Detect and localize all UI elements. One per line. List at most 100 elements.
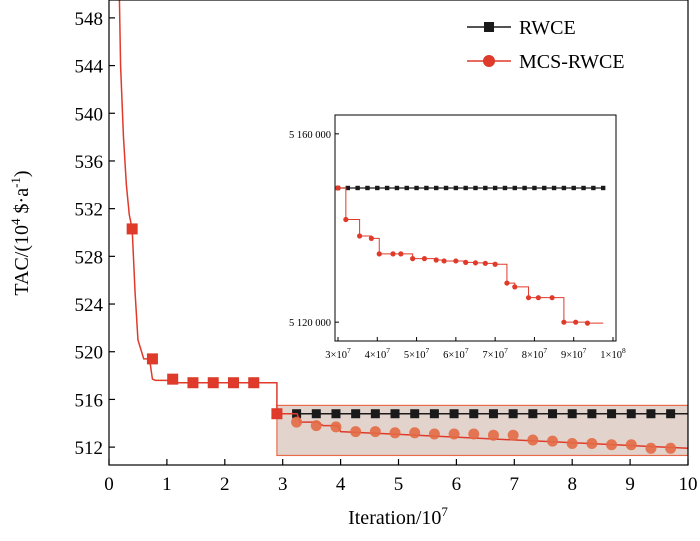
inset-point-rwce: [404, 185, 409, 191]
x-axis: 0 1 2 3 4 5 6 7 8 9 10: [104, 459, 698, 495]
inset-point-mcs-rwce: [335, 185, 341, 191]
x-tick-label: 4: [336, 474, 346, 495]
point-rwce: [528, 409, 538, 419]
inset-point-mcs-rwce: [390, 251, 396, 257]
inset-x-axis: 3×107 4×107 5×107 6×107 7×107 8×107 9×107 1×108: [325, 337, 626, 361]
point-rwce: [410, 409, 420, 419]
inset-point-rwce: [394, 185, 400, 191]
x-tick-label: 0: [104, 474, 114, 495]
inset-point-rwce: [443, 185, 449, 191]
inset-point-mcs-rwce: [512, 284, 518, 290]
legend-label-rwce: RWCE: [519, 17, 576, 39]
inset-point-rwce: [600, 185, 606, 191]
point-rwce: [351, 409, 361, 419]
x-tick-label: 8: [567, 474, 577, 495]
inset-point-mcs-rwce: [573, 319, 579, 325]
inset-point-mcs-rwce: [376, 251, 382, 257]
point-mcs-rwce: [665, 442, 677, 454]
inset-point-rwce: [532, 185, 537, 191]
inset-point-mcs-rwce: [525, 295, 532, 301]
inset-point-rwce: [473, 185, 478, 191]
inset-point-rwce: [345, 185, 351, 191]
x-tick-label: 3: [278, 474, 288, 495]
inset-point-rwce: [414, 185, 419, 191]
point-rwce: [646, 409, 656, 419]
main-plot: 0 1 2 3 4 5 6 7 8 9 10 512 516 520 524 528 532 536 540 544…: [75, 0, 698, 495]
inset-point-rwce: [453, 185, 459, 191]
point-mcs-rwce: [389, 427, 401, 439]
point-mcs-rwce: [126, 223, 138, 235]
x-tick-label: 10: [679, 474, 698, 495]
y-tick-label: 536: [75, 152, 104, 173]
inset-point-mcs-rwce: [463, 259, 469, 265]
y-tick-label: 516: [75, 390, 104, 411]
point-rwce: [370, 409, 380, 419]
x-tick-label: 5: [394, 474, 404, 495]
inset-point-mcs-rwce: [472, 260, 479, 266]
point-mcs-rwce: [350, 426, 362, 438]
inset-point-mcs-rwce: [441, 258, 447, 264]
point-rwce: [311, 409, 321, 419]
inset-point-rwce: [424, 185, 429, 191]
inset-point-rwce: [434, 185, 439, 191]
inset-point-rwce: [463, 185, 468, 191]
point-rwce: [331, 409, 341, 419]
point-rwce: [548, 409, 558, 419]
inset-point-mcs-rwce: [504, 280, 510, 286]
point-mcs-rwce: [146, 353, 158, 365]
x-tick-label: 1: [162, 474, 172, 495]
point-mcs-rwce: [227, 377, 239, 389]
inset-point-rwce: [502, 185, 508, 191]
inset-point-mcs-rwce: [492, 261, 498, 267]
inset-point-rwce: [551, 185, 557, 191]
inset-x-tick-label: 4×107: [365, 346, 391, 361]
inset-point-mcs-rwce: [453, 258, 459, 264]
point-mcs-rwce: [645, 442, 657, 454]
point-rwce: [429, 409, 439, 419]
inset-y-tick-label: 5 160 000: [289, 130, 331, 141]
y-tick-label: 520: [75, 343, 104, 364]
y-tick-label: 528: [75, 247, 104, 268]
point-mcs-rwce: [207, 377, 219, 389]
x-tick-label: 7: [510, 474, 520, 495]
point-mcs-rwce: [527, 434, 539, 446]
point-rwce: [607, 409, 617, 419]
point-mcs-rwce: [271, 408, 283, 420]
point-rwce: [626, 409, 636, 419]
y-tick-label: 548: [75, 9, 104, 30]
point-mcs-rwce: [428, 428, 440, 440]
legend: RWCE MCS-RWCE: [467, 17, 625, 73]
x-axis-title: Iteration/107: [348, 504, 448, 529]
legend-item-rwce: RWCE: [467, 17, 576, 39]
x-tick-label: 6: [452, 474, 462, 495]
point-mcs-rwce: [310, 420, 322, 432]
inset-point-mcs-rwce: [421, 256, 428, 262]
inset-x-tick-label: 8×107: [522, 346, 548, 361]
inset-point-rwce: [512, 185, 517, 191]
inset-point-rwce: [581, 185, 586, 191]
inset-x-tick-label: 7×107: [482, 346, 508, 361]
inset-point-rwce: [365, 185, 370, 191]
point-mcs-rwce: [507, 429, 519, 441]
y-tick-label: 532: [75, 200, 104, 221]
inset-point-rwce: [522, 185, 527, 191]
point-rwce: [488, 409, 498, 419]
point-mcs-rwce: [547, 435, 559, 447]
point-mcs-rwce: [566, 438, 578, 450]
inset-x-tick-label: 9×107: [561, 346, 587, 361]
point-mcs-rwce: [487, 429, 499, 441]
inset-frame: [334, 114, 617, 342]
inset-point-mcs-rwce: [398, 251, 404, 257]
inset-point-rwce: [483, 185, 488, 191]
point-mcs-rwce: [369, 426, 381, 438]
point-rwce: [567, 409, 577, 419]
inset-x-tick-label: 5×107: [404, 346, 430, 361]
inset-series-mcs-rwce: [335, 185, 604, 326]
point-mcs-rwce: [606, 439, 618, 451]
inset-point-mcs-rwce: [535, 295, 541, 301]
point-mcs-rwce: [448, 428, 460, 440]
y-tick-label: 540: [75, 104, 104, 125]
point-mcs-rwce: [167, 373, 179, 385]
y-tick-label: 512: [75, 438, 104, 459]
